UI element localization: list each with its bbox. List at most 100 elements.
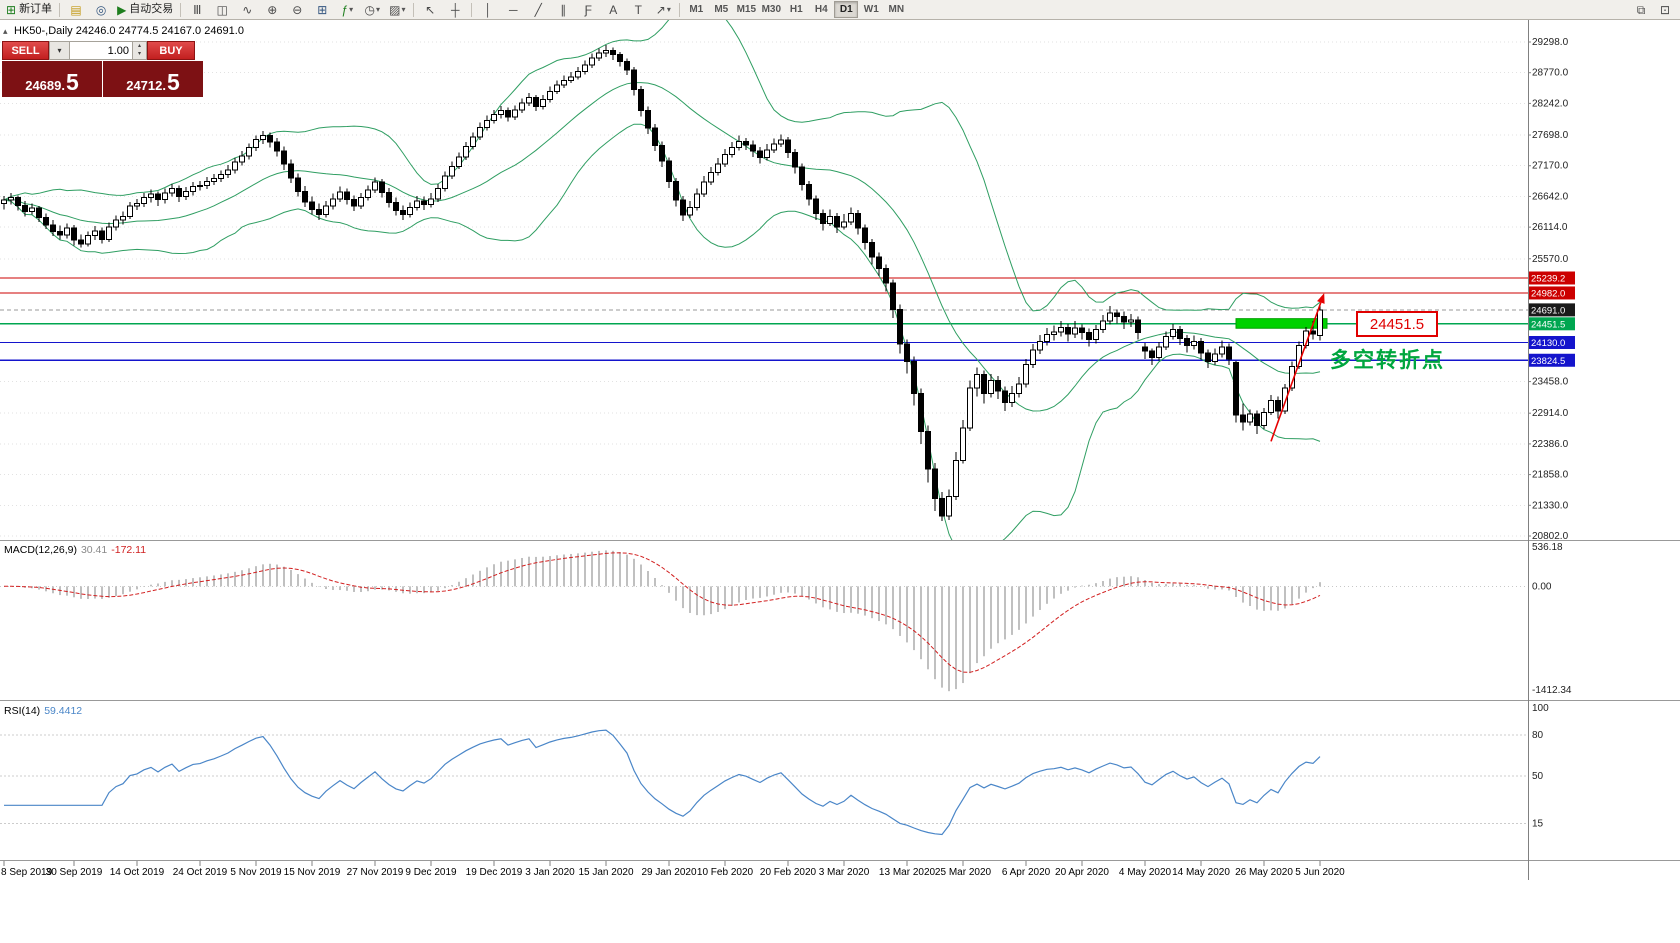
timeframe-m15-button[interactable]: M15 (736, 4, 757, 15)
buy-button[interactable]: BUY (147, 41, 195, 60)
svg-text:26 May 2020: 26 May 2020 (1235, 867, 1293, 878)
docking-icon: ⧉ (1636, 2, 1646, 17)
svg-text:25570.0: 25570.0 (1532, 254, 1569, 265)
timeframe-w1-button[interactable]: W1 (863, 4, 879, 15)
volume-input[interactable] (70, 41, 133, 60)
text-label-button[interactable]: T (626, 0, 650, 19)
svg-text:24451.5: 24451.5 (1531, 319, 1565, 330)
one-click-trading-panel: SELL ▾ ▴ ▾ BUY 24689. 5 24712. 5 (2, 41, 203, 97)
annotation-note: 多空转折点 (1330, 349, 1445, 372)
sell-button[interactable]: SELL (2, 41, 49, 60)
timeframe-h1-button[interactable]: H1 (789, 4, 803, 15)
toolbar-separator (180, 2, 182, 17)
toolbar-separator (413, 2, 415, 17)
periods-icon: ◷ (364, 2, 376, 17)
svg-text:23458.0: 23458.0 (1532, 377, 1569, 388)
text-button[interactable]: A (601, 0, 625, 19)
periods-button[interactable]: ◷ ▾ (360, 0, 384, 19)
panel-toggle-button[interactable]: ⊡ (1653, 0, 1677, 19)
zoom-out-button[interactable]: ⊖ (285, 0, 309, 19)
macd-main-value: 30.41 (80, 544, 108, 556)
svg-text:80: 80 (1532, 730, 1544, 741)
timeframe-mn-button[interactable]: MN (888, 4, 905, 15)
svg-text:26114.0: 26114.0 (1532, 222, 1568, 233)
templates-button[interactable]: ▨ ▾ (385, 0, 409, 19)
tile-windows-button[interactable]: ⊞ (310, 0, 334, 19)
svg-text:23824.5: 23824.5 (1531, 356, 1565, 367)
svg-text:28242.0: 28242.0 (1532, 98, 1569, 109)
svg-text:14 May 2020: 14 May 2020 (1172, 867, 1230, 878)
zoom-in-icon: ⊕ (267, 2, 278, 17)
timeframe-m1-button[interactable]: M1 (689, 4, 704, 15)
sell-price[interactable]: 24689. 5 (2, 61, 102, 97)
templates-icon: ▨ (389, 2, 401, 17)
chevron-down-icon: ▾ (57, 46, 62, 55)
svg-text:-1412.34: -1412.34 (1532, 685, 1572, 696)
candlestick-icon: ◫ (216, 2, 228, 17)
cursor-button[interactable]: ↖ (418, 0, 442, 19)
stepper-down-icon[interactable]: ▾ (133, 50, 146, 59)
channel-icon: ∥ (560, 2, 567, 17)
arrows-icon: ↗ (655, 2, 666, 17)
rsi-indicator-label: RSI(14) 59.4412 (4, 705, 82, 717)
zoom-in-button[interactable]: ⊕ (260, 0, 284, 19)
timeframe-d1-button[interactable]: D1 (834, 1, 859, 18)
svg-text:100: 100 (1532, 703, 1549, 714)
chart-title: HK50-,Daily 24246.0 24774.5 24167.0 2469… (14, 25, 244, 37)
svg-text:15: 15 (1532, 819, 1544, 830)
vertical-line-icon: │ (484, 2, 493, 17)
buy-price[interactable]: 24712. 5 (103, 61, 203, 97)
svg-text:5 Jun 2020: 5 Jun 2020 (1295, 867, 1345, 878)
svg-text:20 Apr 2020: 20 Apr 2020 (1055, 867, 1109, 878)
line-chart-type-button[interactable]: ∿ (235, 0, 259, 19)
svg-text:8 Sep 2019: 8 Sep 2019 (1, 867, 53, 878)
new-order-icon: ⊞ (6, 2, 17, 17)
vertical-line-button[interactable]: │ (476, 0, 500, 19)
auto-trading-button[interactable]: ▶ 自动交易 (114, 0, 176, 19)
svg-text:15 Jan 2020: 15 Jan 2020 (578, 867, 633, 878)
signals-button[interactable]: ◎ (89, 0, 113, 19)
stepper-up-icon[interactable]: ▴ (133, 42, 146, 51)
d ocking-button[interactable]: ⧉ (1629, 0, 1653, 19)
svg-text:30 Sep 2019: 30 Sep 2019 (46, 867, 103, 878)
fibonacci-button[interactable]: Ƒ (576, 0, 600, 19)
volume-stepper[interactable]: ▴ ▾ (133, 41, 147, 60)
horizontal-line-button[interactable]: ─ (501, 0, 525, 19)
new-order-label: 新订单 (19, 3, 53, 15)
svg-text:19 Dec 2019: 19 Dec 2019 (466, 867, 523, 878)
market-watch-button[interactable]: ▤ (64, 0, 88, 19)
svg-text:5 Nov 2019: 5 Nov 2019 (230, 867, 282, 878)
candlestick-type-button[interactable]: ◫ (210, 0, 234, 19)
chevron-down-icon: ▾ (376, 4, 381, 14)
sell-price-main: 24689. (25, 77, 65, 93)
timeframe-h4-button[interactable]: H4 (814, 4, 828, 15)
crosshair-button[interactable]: ┼ (443, 0, 467, 19)
horizontal-line-icon: ─ (509, 2, 518, 17)
timeframe-m5-button[interactable]: M5 (714, 4, 729, 15)
chevron-down-icon: ▾ (666, 4, 671, 14)
bar-chart-type-button[interactable]: Ⅲ (185, 0, 209, 19)
new-order-button[interactable]: ⊞ 新订单 (3, 0, 55, 19)
timeframe-m30-button[interactable]: M30 (761, 4, 782, 15)
svg-text:22914.0: 22914.0 (1532, 408, 1569, 419)
svg-text:25239.2: 25239.2 (1531, 273, 1565, 284)
channel-button[interactable]: ∥ (551, 0, 575, 19)
bar-chart-icon: Ⅲ (193, 2, 202, 17)
one-click-toggle[interactable]: ▴ (3, 26, 8, 36)
svg-text:29 Jan 2020: 29 Jan 2020 (641, 867, 696, 878)
rsi-name: RSI(14) (4, 705, 41, 717)
svg-text:13 Mar 2020: 13 Mar 2020 (879, 867, 936, 878)
macd-name: MACD(12,26,9) (4, 544, 77, 556)
trendline-icon: ╱ (534, 2, 542, 17)
arrows-button[interactable]: ↗ ▾ (651, 0, 675, 19)
svg-text:14 Oct 2019: 14 Oct 2019 (110, 867, 165, 878)
svg-text:536.18: 536.18 (1532, 542, 1563, 553)
indicators-button[interactable]: ƒ ▾ (335, 0, 359, 19)
toolbar: ⊞ 新订单 ▤ ◎ ▶ 自动交易 Ⅲ ◫ ∿ ⊕ ⊖ ⊞ ƒ ▾ ◷ ▾ ▨ ▾… (0, 0, 1680, 20)
signals-icon: ◎ (95, 2, 107, 17)
trendline-button[interactable]: ╱ (526, 0, 550, 19)
macd-signal-value: -172.11 (111, 544, 147, 556)
order-type-dropdown[interactable]: ▾ (49, 41, 70, 60)
text-label-icon: T (634, 2, 642, 17)
